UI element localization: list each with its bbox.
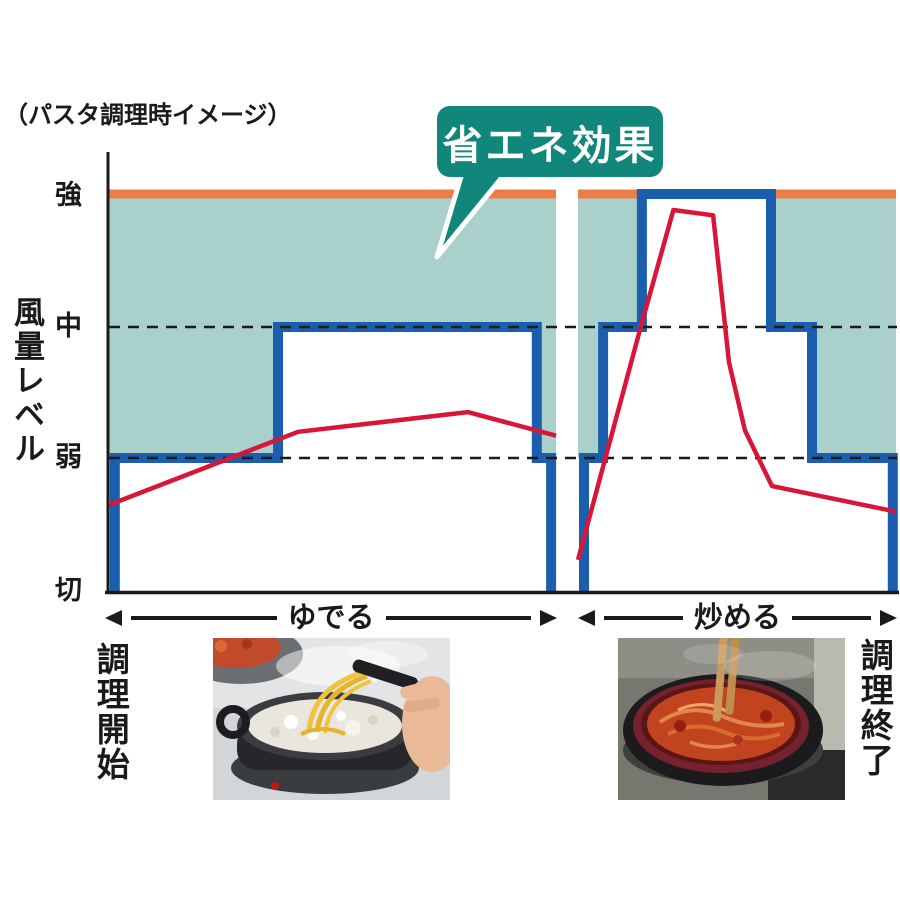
y-tick-off: 切 xyxy=(55,575,82,605)
heat-curve-1 xyxy=(575,207,897,561)
y-tick-weak: 弱 xyxy=(55,442,82,472)
boil-phase-arrow: ゆでる xyxy=(105,601,558,634)
fry-phase-arrow: 炒める xyxy=(578,601,898,634)
energy-saving-callout: 省エネ効果 xyxy=(437,106,663,177)
y-tick-strong: 強 xyxy=(55,180,82,210)
cooking-end-label: 調理終了 xyxy=(856,638,894,778)
arrowhead-right-icon xyxy=(540,610,558,626)
fan-step-line-1 xyxy=(579,189,898,592)
cooking-start-label: 調理開始 xyxy=(92,642,130,782)
arrow-line xyxy=(792,616,872,620)
chart-title: （パスタ調理時イメージ） xyxy=(4,102,292,129)
arrow-line xyxy=(385,616,532,620)
callout-label: 省エネ効果 xyxy=(442,123,658,168)
heat-curve-0 xyxy=(108,409,557,507)
arrowhead-right-icon xyxy=(880,610,898,626)
boiling-pasta-photo xyxy=(213,638,450,800)
arrowhead-left-icon xyxy=(105,610,122,626)
arrowhead-left-icon xyxy=(578,610,595,626)
stir-fry-illustration xyxy=(618,638,845,800)
y-tick-medium: 中 xyxy=(55,311,82,341)
boiling-pasta-illustration xyxy=(213,638,450,800)
arrow-line xyxy=(131,616,277,620)
arrow-line xyxy=(604,616,683,620)
boil-phase-label: ゆでる xyxy=(287,601,375,634)
stir-fry-photo xyxy=(618,638,845,800)
y-axis-label: 風量レベル xyxy=(9,296,44,466)
fry-phase-label: 炒める xyxy=(694,601,782,634)
